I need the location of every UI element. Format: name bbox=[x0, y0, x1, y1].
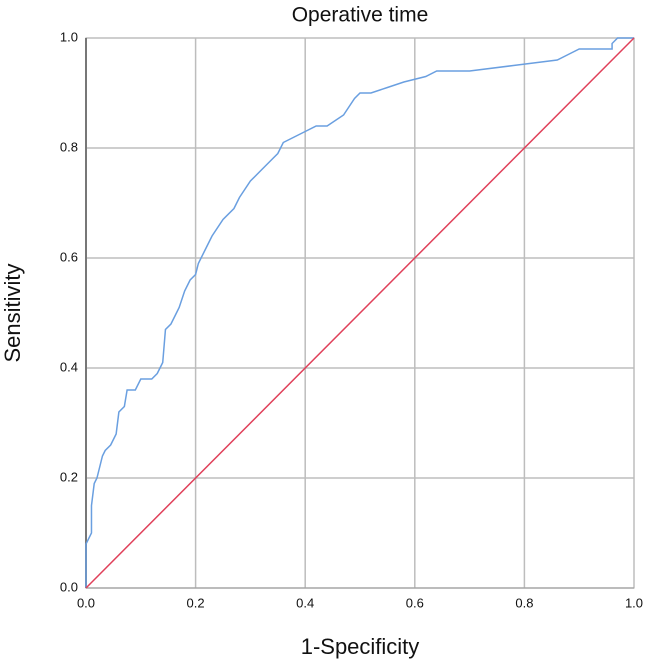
y-tick-label: 0.4 bbox=[60, 359, 78, 374]
x-tick-label: 0.4 bbox=[296, 595, 314, 610]
x-tick-label: 0.6 bbox=[406, 595, 424, 610]
y-tick-label: 0.6 bbox=[60, 249, 78, 264]
x-tick-label: 0.2 bbox=[187, 595, 205, 610]
x-axis-label: 1-Specificity bbox=[301, 634, 420, 659]
y-tick-label: 0.2 bbox=[60, 469, 78, 484]
x-tick-label: 1.0 bbox=[625, 595, 643, 610]
y-tick-label: 0.0 bbox=[60, 579, 78, 594]
chart-title: Operative time bbox=[292, 4, 429, 27]
curve bbox=[85, 37, 635, 589]
curve bbox=[85, 37, 634, 588]
x-tick-label: 0.8 bbox=[515, 595, 533, 610]
x-tick-label: 0.0 bbox=[77, 595, 95, 610]
y-tick-label: 1.0 bbox=[60, 29, 78, 44]
y-tick-label: 0.8 bbox=[60, 139, 78, 154]
y-axis-label: Sensitivity bbox=[0, 263, 25, 362]
